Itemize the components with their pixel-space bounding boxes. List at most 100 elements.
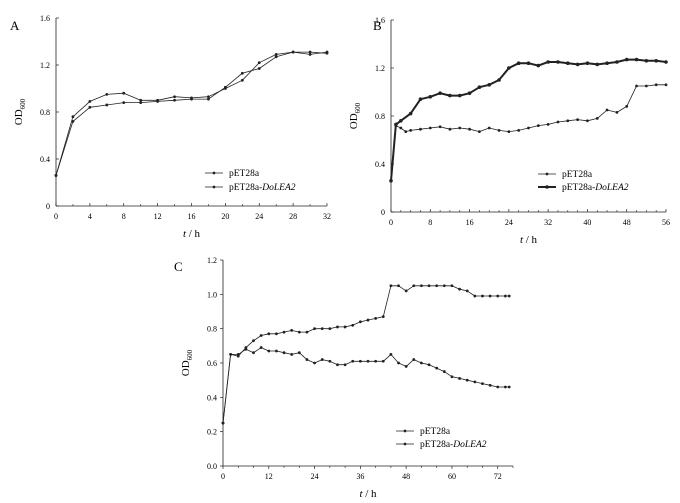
data-point-series-2 — [223, 87, 227, 90]
data-point-series-2 — [465, 289, 469, 293]
data-point-series-2 — [595, 62, 600, 67]
data-point-series-1 — [320, 358, 324, 361]
data-point-series-1 — [595, 117, 599, 120]
data-point-series-2 — [244, 346, 248, 349]
data-point-series-2 — [252, 339, 255, 343]
y-tick-label: 0 — [46, 202, 50, 211]
data-point-series-2 — [442, 284, 446, 288]
legend-label-italic: DoLEA2 — [594, 183, 629, 193]
data-point-series-1 — [374, 359, 378, 363]
data-point-series-1 — [351, 359, 355, 363]
y-tick-label: 1.2 — [207, 256, 217, 265]
chart-panel-b: B 0 8 16 24 32 40 48 56 0 0.4 0.8 1.2 1.6 t / h OD600 pE… — [348, 16, 670, 246]
x-tick-label: 72 — [494, 472, 502, 481]
data-point-series-2 — [458, 287, 461, 291]
legend-swatch-marker-1 — [212, 171, 216, 175]
data-point-series-2 — [412, 284, 416, 288]
y-axis-title: OD600 — [13, 98, 27, 125]
x-tick-label: 48 — [623, 218, 631, 227]
data-point-series-1 — [428, 126, 432, 130]
data-point-series-1 — [122, 101, 126, 104]
data-point-series-1 — [297, 351, 301, 355]
data-point-series-1 — [308, 50, 312, 54]
data-point-series-1 — [105, 103, 109, 107]
y-axis-title-main: OD — [180, 360, 192, 376]
series-line-2 — [390, 58, 667, 181]
data-point-series-2 — [481, 294, 484, 298]
data-point-series-1 — [507, 385, 511, 389]
y-tick-label: 0.8 — [40, 108, 50, 117]
legend-swatch-marker-1 — [403, 429, 407, 433]
data-point-series-2 — [105, 92, 109, 96]
legend-swatch-marker-2 — [403, 442, 407, 446]
data-point-series-2 — [624, 57, 629, 62]
data-point-series-1 — [488, 383, 492, 387]
data-point-series-2 — [420, 284, 423, 288]
legend-label-plain: pET28a — [420, 427, 451, 437]
data-point-series-2 — [497, 78, 501, 82]
legend-label-1: pET28a — [420, 427, 451, 437]
series-line-2 — [222, 285, 510, 424]
y-tick-label: 0.8 — [207, 325, 217, 334]
data-point-series-2 — [575, 62, 580, 67]
data-point-series-1 — [389, 353, 393, 356]
x-tick-label: 8 — [122, 212, 126, 221]
data-point-series-2 — [496, 294, 500, 298]
data-point-series-2 — [308, 53, 312, 56]
y-tick-label: 0.4 — [40, 155, 50, 164]
data-point-series-2 — [71, 115, 75, 119]
data-point-series-2 — [207, 95, 210, 99]
data-point-series-2 — [88, 100, 92, 103]
data-point-series-2 — [585, 61, 590, 65]
x-axis-title-unit: / h — [186, 228, 201, 240]
data-point-series-1 — [358, 359, 362, 363]
data-point-series-2 — [507, 294, 511, 298]
y-axis-title-main: OD — [348, 113, 360, 129]
data-point-series-2 — [516, 61, 521, 65]
data-point-series-1 — [503, 385, 507, 389]
series-line-1 — [222, 347, 510, 424]
y-tick-label: 0.6 — [207, 359, 217, 368]
y-tick-label: 0 — [381, 208, 385, 217]
data-point-series-1 — [274, 55, 278, 59]
x-axis-title: t / h — [359, 488, 377, 500]
data-point-series-2 — [615, 60, 619, 64]
data-point-series-1 — [252, 351, 255, 355]
data-point-series-1 — [282, 351, 286, 355]
data-point-series-2 — [438, 91, 442, 95]
data-point-series-2 — [139, 98, 143, 102]
legend-label-1: pET28a — [562, 170, 593, 180]
data-point-series-1 — [420, 361, 423, 365]
data-point-series-2 — [297, 330, 301, 334]
data-point-series-1 — [257, 67, 261, 70]
data-point-series-2 — [394, 122, 398, 127]
data-point-series-1 — [139, 101, 143, 104]
chart-panel-c: C 0 12 24 36 48 60 72 0.0 0.2 0.4 0.6 0.8 1.0 1.2 t / h… — [174, 256, 514, 500]
y-axis-title: OD600 — [348, 102, 362, 129]
data-point-series-2 — [122, 91, 126, 95]
data-point-series-1 — [644, 84, 648, 88]
data-point-series-1 — [397, 361, 400, 365]
data-point-series-2 — [408, 111, 413, 116]
x-tick-label: 56 — [662, 218, 670, 227]
y-tick-label: 1.2 — [375, 64, 385, 73]
legend-label-italic: DoLEA2 — [452, 440, 487, 450]
data-point-series-2 — [418, 97, 423, 101]
data-point-series-1 — [654, 83, 658, 87]
data-point-series-1 — [576, 118, 580, 121]
legend-label-2: pET28a-DoLEA2 — [420, 440, 487, 450]
data-point-series-1 — [625, 105, 629, 108]
data-point-series-1 — [438, 125, 442, 129]
data-point-series-2 — [644, 59, 649, 63]
data-point-series-2 — [404, 289, 408, 293]
data-point-series-2 — [556, 60, 560, 64]
data-point-series-1 — [477, 130, 481, 134]
data-point-series-1 — [435, 366, 439, 370]
y-tick-label: 0.4 — [207, 393, 217, 402]
data-point-series-2 — [457, 93, 462, 98]
data-point-series-2 — [399, 119, 403, 123]
y-tick-label: 0.8 — [375, 112, 385, 121]
data-point-series-1 — [328, 359, 332, 363]
data-point-series-1 — [366, 359, 370, 363]
data-point-series-1 — [635, 84, 638, 88]
